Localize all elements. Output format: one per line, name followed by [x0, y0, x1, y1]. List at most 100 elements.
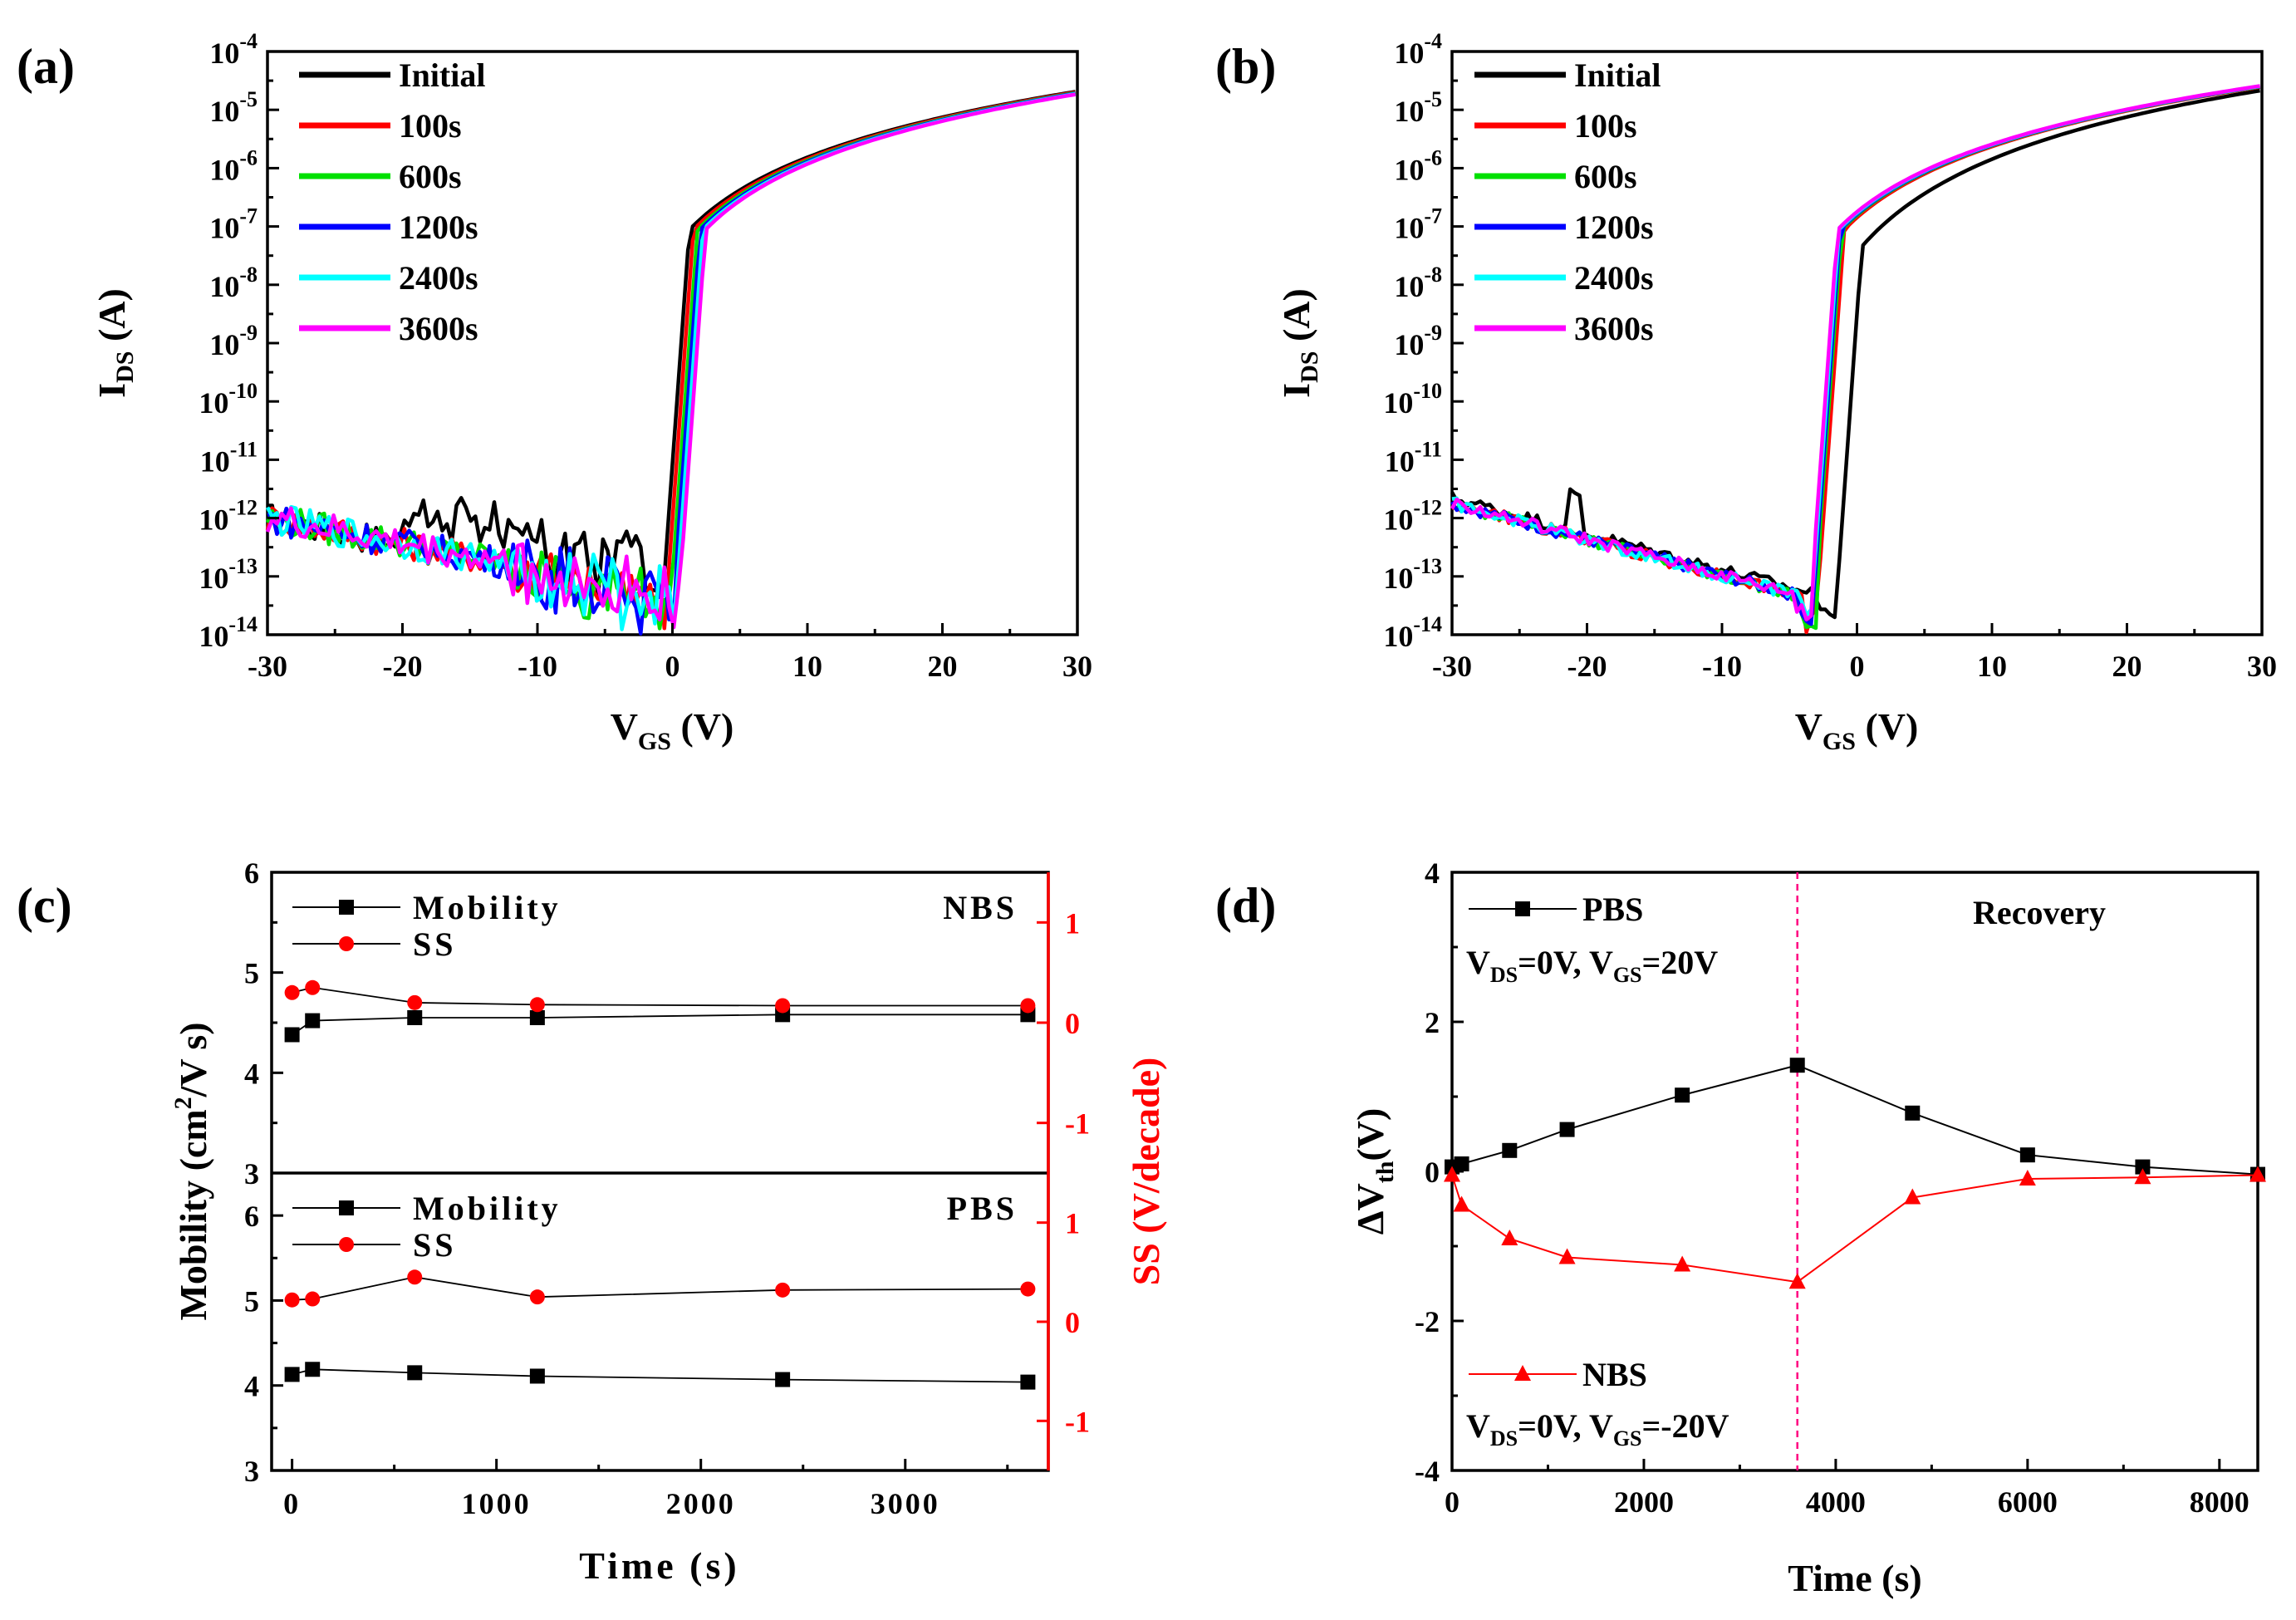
xtick-label: 20	[2112, 650, 2142, 683]
ytick-label: 10-14	[1383, 612, 1442, 653]
series-pbs-line	[1451, 1064, 2259, 1176]
xtick-label: 8000	[2190, 1485, 2249, 1519]
point-nbs	[2019, 1170, 2036, 1186]
ss-point	[775, 1282, 791, 1298]
xtick-label: 2000	[1614, 1485, 1674, 1519]
xtick-label: 30	[2247, 650, 2277, 683]
point-pbs	[1454, 1156, 1469, 1171]
ss-point	[305, 1291, 321, 1307]
point-nbs	[1788, 1273, 1806, 1289]
legend-ss-marker	[339, 1237, 354, 1252]
ytick-label: 10-10	[1383, 379, 1442, 420]
ytick-left-label: 4	[244, 1370, 259, 1403]
legend-ss-label: SS	[413, 1226, 457, 1264]
ytick-label: 4	[1425, 857, 1440, 890]
recovery-label: Recovery	[1973, 894, 2106, 931]
ytick-left-label: 6	[244, 1200, 259, 1233]
xtick-label: -30	[248, 650, 287, 683]
legend-nbs-condition: VDS=0V, VGS=-20V	[1466, 1407, 1729, 1451]
ss-point	[1020, 1281, 1036, 1297]
legend-pbs-marker	[1515, 901, 1530, 916]
mobility-point	[529, 1368, 545, 1384]
ytick-label: 10-4	[1394, 29, 1442, 70]
xtick-label: 0	[1850, 650, 1865, 683]
mobility-point	[407, 1365, 423, 1381]
panel-a-ylabel: IDS (A)	[91, 288, 139, 398]
ytick-label: 10-11	[1385, 437, 1442, 478]
ss-point	[284, 1292, 300, 1308]
xtick-label: 1000	[462, 1487, 532, 1520]
legend-mobility-label: Mobility	[413, 889, 562, 926]
legend-label-initial: Initial	[399, 56, 485, 94]
point-pbs	[1559, 1122, 1575, 1137]
panel-d: (d) Recovery -4 -2 0 2 4 0 2000 4000 6000 8000 PBS V…	[1215, 857, 2266, 1599]
xtick-label: 10	[792, 650, 822, 683]
xtick-label: 2000	[666, 1487, 736, 1520]
ytick-label: 10-4	[209, 29, 258, 70]
ytick-right-label: 0	[1065, 1306, 1080, 1339]
ytick-right-label: 1	[1065, 1207, 1080, 1240]
mobility-point	[305, 1013, 321, 1028]
panel-c-label: (c)	[17, 878, 72, 933]
ytick-label: 10-9	[1394, 321, 1442, 361]
ss-point	[775, 998, 791, 1014]
legend-label-2400s: 2400s	[399, 259, 478, 297]
ytick-label: 10-7	[1394, 204, 1442, 245]
legend-label-600s: 600s	[1574, 158, 1637, 195]
panel-b-label: (b)	[1215, 39, 1276, 94]
legend-mobility-label: Mobility	[413, 1190, 562, 1227]
panel-c-ylabel-right: SS (V/decade)	[1125, 1058, 1167, 1286]
legend-label-initial: Initial	[1574, 56, 1661, 94]
ytick-label: 10-8	[209, 263, 258, 303]
series-nbs-line	[1451, 1174, 2259, 1284]
legend-pbs-condition: VDS=0V, VGS=20V	[1466, 944, 1718, 987]
ytick-left-label: 6	[244, 857, 259, 890]
legend-ss-label: SS	[413, 925, 457, 963]
point-nbs	[1444, 1166, 1460, 1182]
mobility-point	[407, 1009, 423, 1025]
ytick-label: 10-8	[1394, 263, 1442, 303]
point-nbs	[1453, 1195, 1470, 1212]
ytick-left-label: 3	[244, 1455, 259, 1488]
xtick-label: -10	[518, 650, 557, 683]
ss-point	[529, 1289, 545, 1305]
series-ss-line	[292, 1276, 1028, 1301]
xtick-label: 4000	[1806, 1485, 1866, 1519]
legend-label-3600s: 3600s	[1574, 310, 1654, 347]
point-pbs	[1675, 1087, 1690, 1103]
mobility-point	[529, 1009, 545, 1025]
ss-point	[407, 994, 423, 1010]
mobility-point	[775, 1372, 791, 1387]
ss-point	[529, 997, 545, 1013]
ytick-label: 10-12	[1383, 496, 1442, 537]
mobility-point	[284, 1027, 300, 1043]
panel-b-xlabel: VGS (V)	[1795, 705, 1919, 755]
curve-pb-3600s	[1450, 84, 2260, 622]
ytick-label: 10-7	[209, 204, 258, 245]
point-pbs	[1502, 1142, 1518, 1158]
ytick-left-label: 4	[244, 1057, 259, 1090]
ss-point	[305, 979, 321, 995]
ytick-right-label: 0	[1065, 1007, 1080, 1040]
legend-label-600s: 600s	[399, 158, 462, 195]
panel-a: (a) 10-1410-1310-1210-1110-1010-910-810-…	[17, 29, 1092, 755]
ss-point	[407, 1269, 423, 1285]
ytick-left-label: 3	[244, 1157, 259, 1190]
panel-b-ylabel: IDS (A)	[1275, 288, 1323, 398]
ss-point	[284, 984, 300, 1000]
curve-pb-600s	[1450, 84, 2260, 631]
legend-mobility-marker	[339, 1200, 354, 1215]
point-pbs	[1789, 1058, 1805, 1073]
xtick-label: 20	[928, 650, 958, 683]
legend-label-1200s: 1200s	[1574, 209, 1654, 246]
ytick-label: 10-9	[209, 321, 258, 361]
series-ss-line	[292, 986, 1028, 1007]
panel-c-ylabel-left: Mobility (cm2/V s)	[169, 1022, 214, 1320]
panel-d-ylabel: ΔVth(V)	[1349, 1108, 1399, 1235]
ytick-left-label: 5	[244, 957, 259, 990]
xtick-label: 6000	[1998, 1485, 2058, 1519]
ytick-label: 2	[1425, 1006, 1440, 1039]
legend-label-1200s: 1200s	[399, 209, 478, 246]
curve-pa-3600s	[265, 92, 1076, 630]
